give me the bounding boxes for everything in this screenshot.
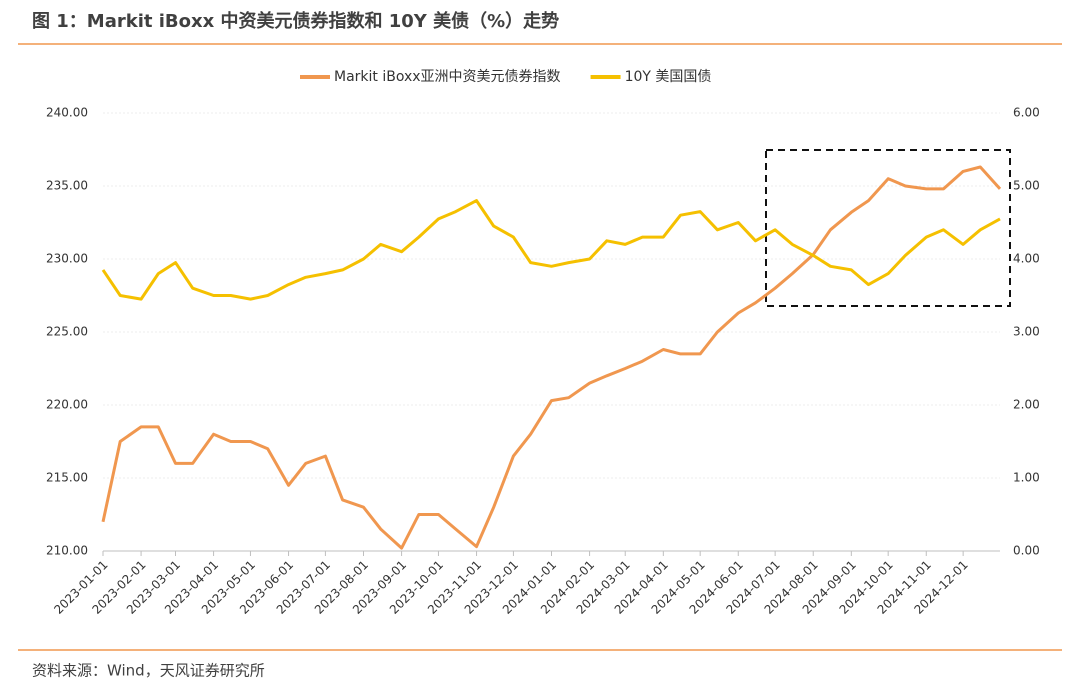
y2-tick-label: 4.00 [1013,252,1040,266]
y-tick-label: 220.00 [46,398,88,412]
y-tick-label: 210.00 [46,544,88,558]
legend-label: Markit iBoxx亚洲中资美元债券指数 [334,69,561,85]
y-tick-label: 225.00 [46,325,88,339]
chart-title: 图 1：Markit iBoxx 中资美元债券指数和 10Y 美债（%）走势 [32,10,559,32]
highlight-box [765,149,1011,307]
y-tick-label: 230.00 [46,252,88,266]
y-tick-label: 240.00 [46,106,88,120]
y2-tick-label: 6.00 [1013,106,1040,120]
legend-label: 10Y 美国国债 [625,69,712,85]
source: 资料来源：Wind，天风证券研究所 [32,662,265,680]
y-tick-label: 215.00 [46,471,88,485]
series-line [101,165,1002,550]
y2-tick-label: 5.00 [1013,179,1040,193]
y-tick-label: 235.00 [46,179,88,193]
y2-tick-label: 2.00 [1013,398,1040,412]
y2-tick-label: 3.00 [1013,325,1040,339]
y2-tick-label: 0.00 [1013,544,1040,558]
series-line [101,199,1001,301]
y2-tick-label: 1.00 [1013,471,1040,485]
